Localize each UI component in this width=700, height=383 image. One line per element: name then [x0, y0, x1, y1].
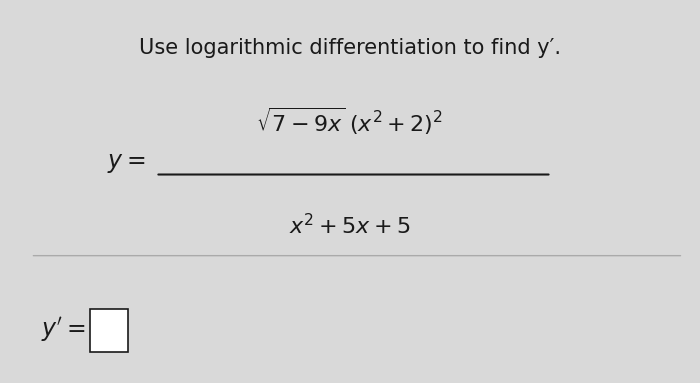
Text: $y' =$: $y' =$	[41, 315, 86, 344]
Text: $x^2+5x+5$: $x^2+5x+5$	[289, 213, 411, 238]
Bar	[90, 309, 128, 352]
Text: $\sqrt{7-9x}\;\left(x^2+2\right)^2$: $\sqrt{7-9x}\;\left(x^2+2\right)^2$	[256, 106, 444, 137]
Text: Use logarithmic differentiation to find y′.: Use logarithmic differentiation to find …	[139, 38, 561, 58]
Text: $y=$: $y=$	[106, 151, 145, 175]
